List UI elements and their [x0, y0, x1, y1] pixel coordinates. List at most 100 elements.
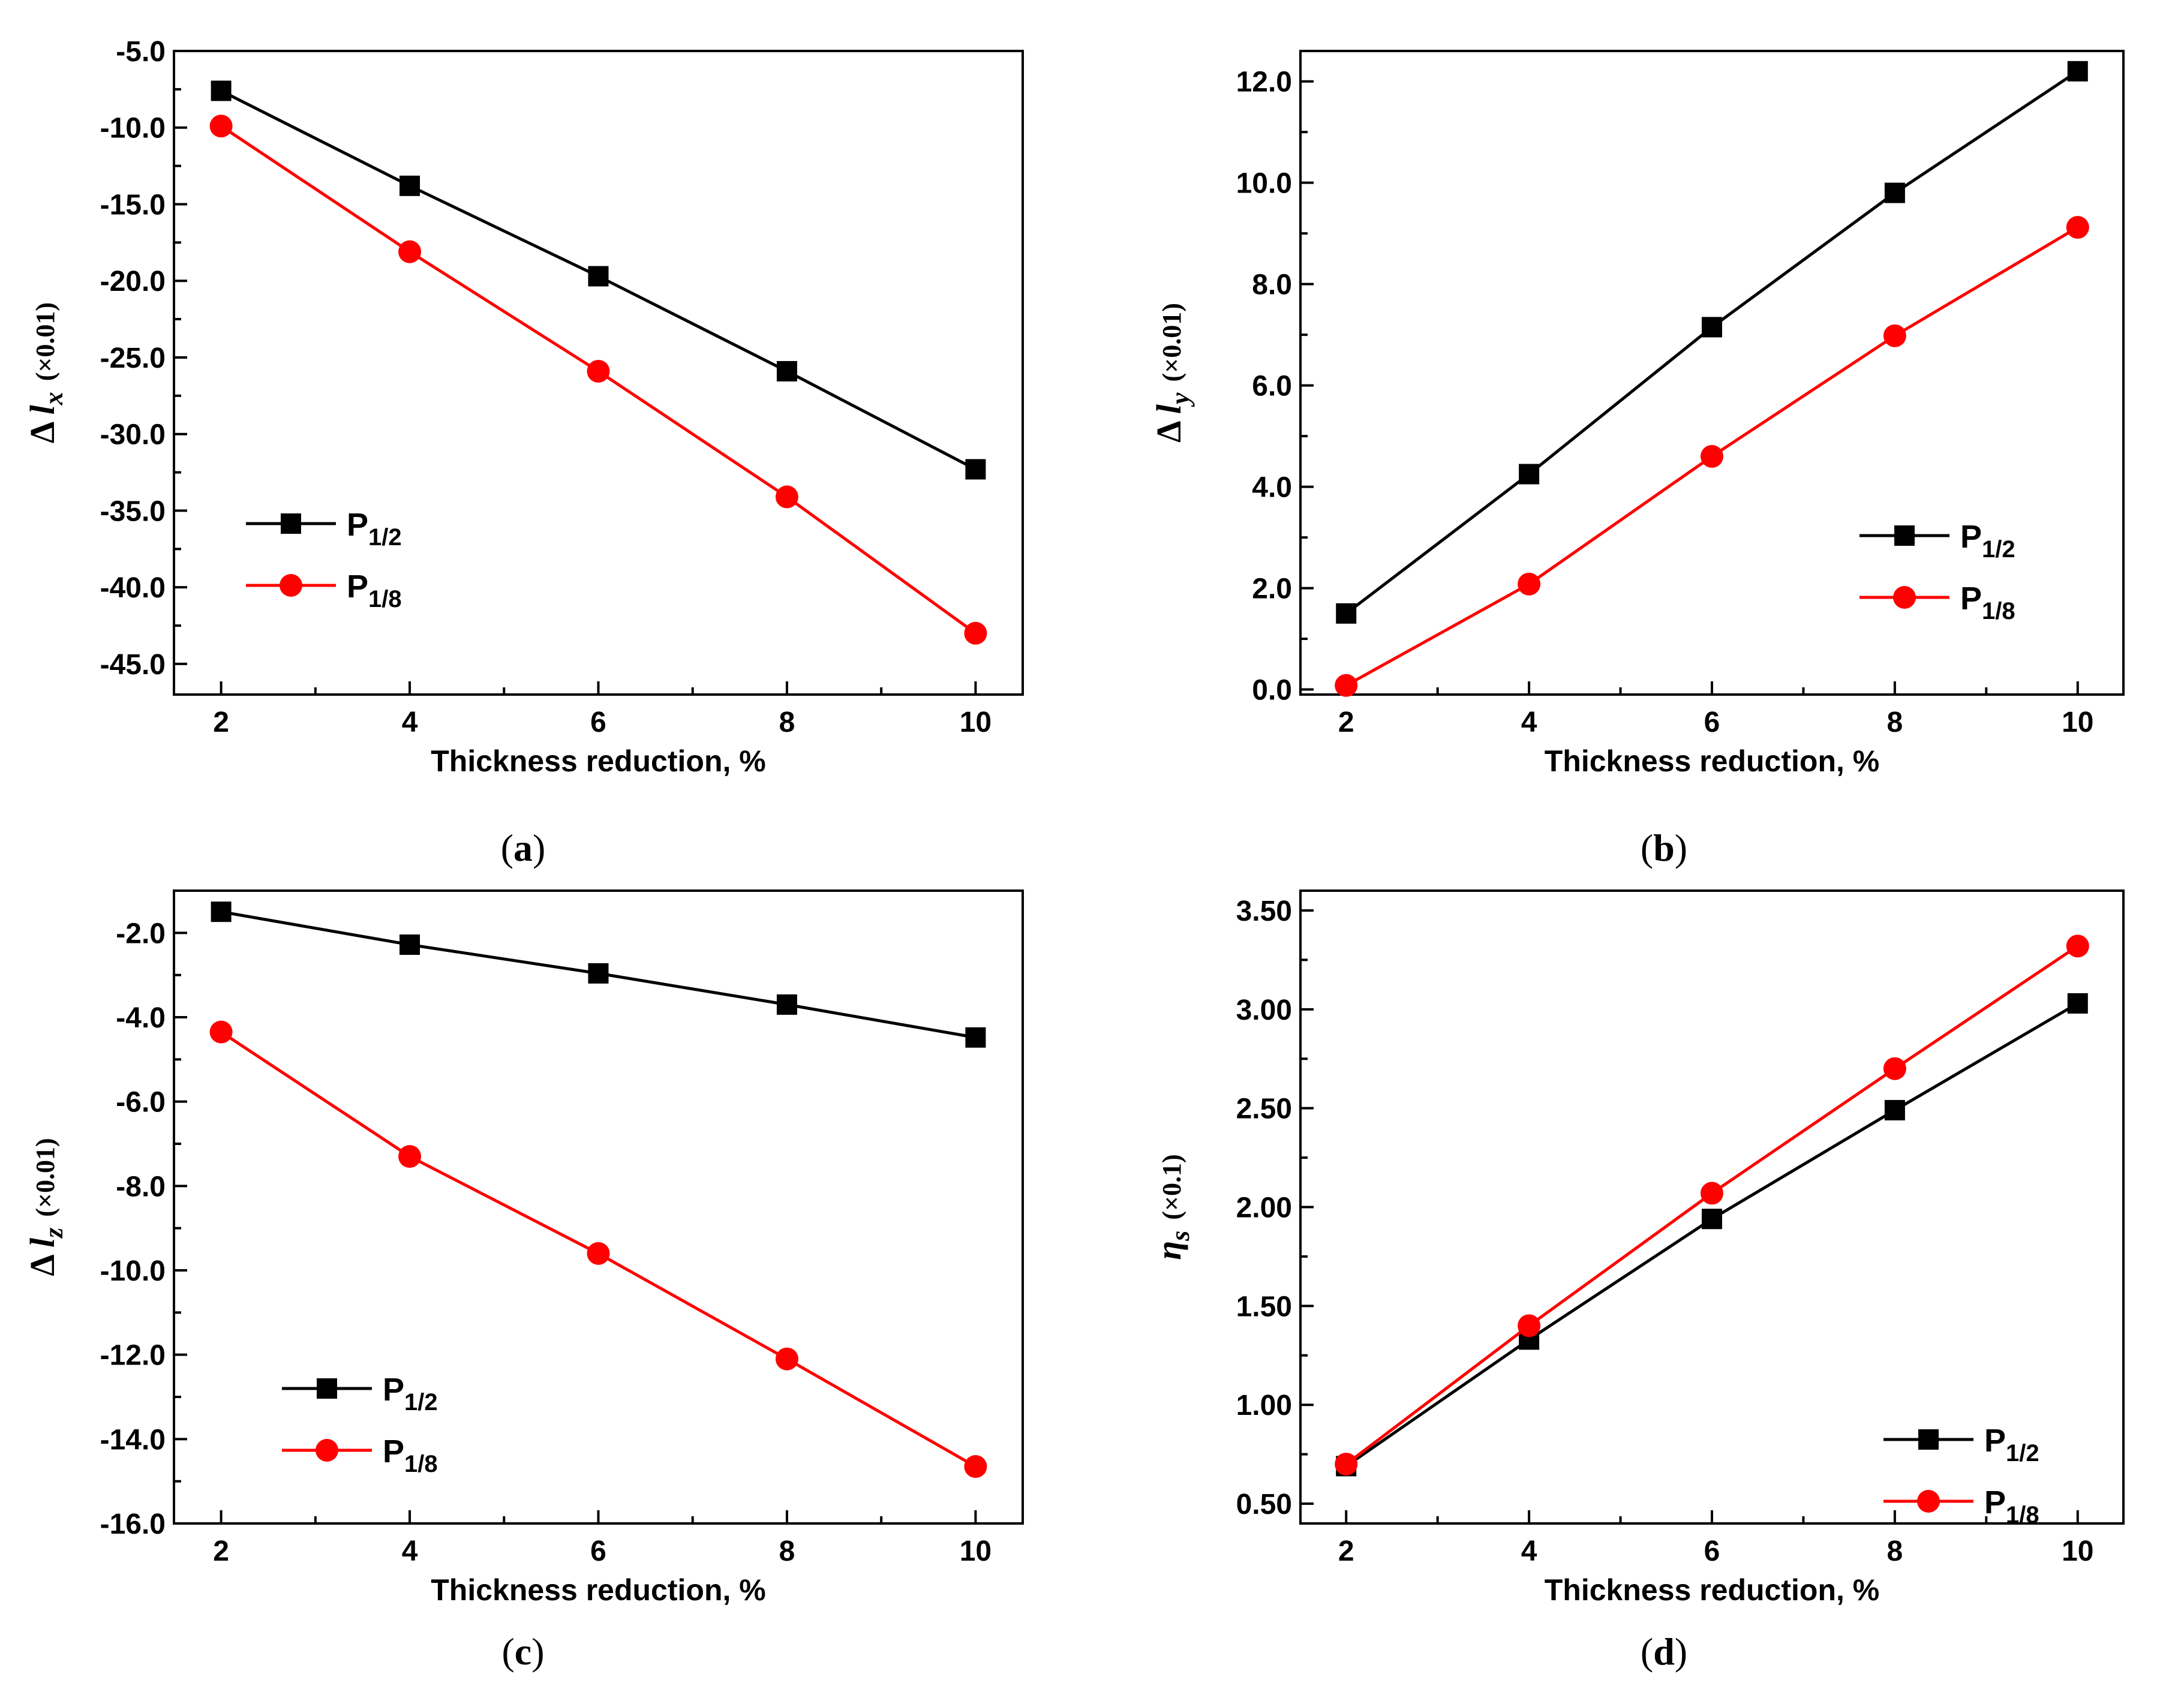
y-tick-label: -6.0	[116, 1087, 166, 1119]
y-tick-label: 2.0	[1252, 573, 1292, 605]
x-tick-label: 2	[1338, 1535, 1354, 1567]
legend-marker	[316, 1439, 338, 1462]
y-tick-label: -40.0	[100, 572, 166, 604]
x-tick-label: 10	[960, 707, 992, 738]
y-tick-label: 12.0	[1236, 67, 1292, 98]
data-point	[1883, 1057, 1906, 1080]
series-line-1-8	[1345, 945, 2079, 1466]
panel-caption: (b)	[1641, 827, 1687, 869]
x-tick-label: 8	[779, 707, 795, 738]
legend-label: P1/8	[383, 1433, 438, 1477]
chart-panel-d: 2 4 6 8 10 0.50 1.00 1.50 2.00 2.50 3.00 3.50 Thickn…	[1149, 889, 2125, 1673]
x-tick-label: 10	[2062, 707, 2093, 738]
data-point	[1884, 182, 1905, 203]
y-label-unit: (×0.01)	[31, 302, 60, 381]
x-axis-label: Thickness reduction, %	[1545, 1573, 1879, 1607]
data-point	[965, 1027, 986, 1048]
panel-caption: (c)	[501, 1630, 544, 1673]
data-point	[1702, 317, 1722, 338]
data-point	[1883, 324, 1906, 347]
y-label-prefix: Δ	[23, 1248, 62, 1276]
y-tick-label: -10.0	[100, 1255, 166, 1287]
x-tick-label: 6	[590, 1535, 606, 1567]
caption-close: )	[1675, 1630, 1687, 1673]
legend-label: P1/8	[347, 569, 402, 612]
data-point	[2067, 61, 2088, 82]
data-point	[1518, 1314, 1541, 1338]
data-point	[1884, 1099, 1905, 1120]
x-tick-label: 4	[402, 707, 418, 738]
x-tick-label: 4	[1521, 707, 1537, 738]
y-axis-label: Δ ly (×0.01)	[1149, 303, 1195, 443]
panel-caption: (a)	[501, 827, 546, 869]
legend-subscript: 1/8	[2006, 1502, 2039, 1528]
data-point	[2066, 216, 2089, 239]
legend-label: P1/2	[1984, 1423, 2039, 1466]
chart-panel-c: 2 4 6 8 10 -16.0 -14.0 -12.0 -10.0 -8.0 -6.0 -4.0 -2…	[23, 889, 1024, 1673]
x-tick-label: 10	[2062, 1535, 2093, 1567]
series-line-1-2	[1345, 1002, 2079, 1468]
caption-letter: c	[515, 1630, 531, 1673]
y-label-unit: (×0.01)	[1157, 303, 1186, 381]
data-point	[588, 266, 609, 287]
x-tick-label: 2	[213, 707, 229, 738]
x-tick-label: 8	[779, 1535, 795, 1567]
legend-subscript: 1/2	[2006, 1440, 2039, 1466]
data-point	[398, 240, 422, 263]
x-tick-label: 8	[1887, 1535, 1903, 1567]
caption-letter: a	[513, 827, 533, 869]
y-tick-label: 6.0	[1252, 371, 1292, 402]
caption-close: )	[531, 1630, 544, 1673]
plot-frame	[173, 889, 1024, 1525]
legend-subscript: 1/8	[368, 586, 402, 612]
legend: P1/2P1/8	[282, 1372, 438, 1477]
y-label-unit: (×0.01)	[31, 1138, 60, 1216]
y-label-subscript: y	[1165, 392, 1195, 407]
data-point	[211, 901, 232, 922]
y-tick-label: -5.0	[116, 36, 166, 68]
legend-subscript: 1/2	[368, 524, 402, 551]
caption-letter: b	[1653, 827, 1675, 869]
y-tick-label: -4.0	[116, 1002, 166, 1034]
legend-name: P	[1984, 1484, 2006, 1520]
x-axis-label: Thickness reduction, %	[431, 744, 765, 778]
y-tick-label: -8.0	[116, 1171, 166, 1203]
y-tick-label: 4.0	[1252, 472, 1292, 504]
legend-marker	[1917, 1490, 1940, 1513]
data-point	[211, 80, 232, 101]
data-point	[776, 994, 797, 1015]
y-label-prefix: Δ	[23, 414, 62, 443]
data-point	[399, 934, 420, 955]
y-tick-label: -25.0	[100, 342, 166, 374]
legend-marker	[1894, 525, 1915, 546]
y-label-subscript: z	[39, 1228, 68, 1239]
y-tick-label: 0.50	[1236, 1489, 1292, 1520]
data-point	[775, 1347, 798, 1371]
caption-close: )	[1675, 827, 1687, 869]
legend-name: P	[347, 569, 368, 605]
data-point	[776, 360, 797, 381]
legend-subscript: 1/8	[404, 1451, 438, 1477]
legend-name: P	[383, 1372, 404, 1408]
y-tick-label: -45.0	[100, 649, 166, 681]
y-tick-label: 0.0	[1252, 675, 1292, 707]
caption-open: (	[501, 827, 513, 869]
panel-caption: (d)	[1641, 1630, 1687, 1673]
y-tick-label: 10.0	[1236, 168, 1292, 200]
legend-marker	[317, 1378, 337, 1399]
y-label-subscript: s	[1165, 1231, 1195, 1242]
legend-name: P	[1984, 1423, 2006, 1459]
y-tick-label: -14.0	[100, 1424, 166, 1456]
legend-name: P	[1960, 519, 1982, 555]
data-point	[587, 1242, 610, 1265]
y-axis-label: Δ lx (×0.01)	[23, 302, 68, 443]
legend: P1/2P1/8	[1883, 1423, 2039, 1528]
x-axis-label: Thickness reduction, %	[431, 1573, 765, 1607]
x-tick-label: 6	[1704, 707, 1720, 738]
x-tick-label: 10	[960, 1535, 992, 1567]
caption-open: (	[501, 1630, 514, 1673]
y-label-variable: l	[23, 1237, 62, 1248]
data-point	[399, 175, 420, 196]
chart-panel-b: 2 4 6 8 10 0.0 2.0 4.0 6.0 8.0 10.0 12.0 Thickness r…	[1149, 50, 2125, 869]
y-tick-label: -35.0	[100, 495, 166, 527]
